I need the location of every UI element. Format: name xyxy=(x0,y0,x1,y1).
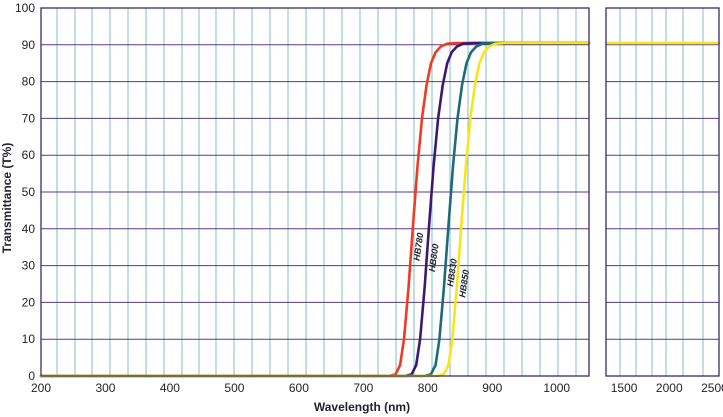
y-tick-label: 30 xyxy=(22,259,36,273)
series-label-hb850: HB850 xyxy=(457,269,471,298)
x-tick-label: 2000 xyxy=(656,381,683,395)
x-tick-label: 200 xyxy=(31,381,51,395)
x-tick-label: 300 xyxy=(95,381,115,395)
tick-labels: 0 10 20 30 40 50 60 70 80 90 100 200 300 400 500 600 700… xyxy=(15,1,723,395)
y-tick-label: 0 xyxy=(28,369,35,383)
x-tick-label: 1000 xyxy=(543,381,570,395)
y-tick-label: 10 xyxy=(22,332,36,346)
x-axis-title: Wavelength (nm) xyxy=(314,400,410,414)
y-tick-label: 70 xyxy=(22,111,36,125)
series-label-hb780: HB780 xyxy=(412,232,426,261)
x-tick-label: 1500 xyxy=(611,381,638,395)
extended-plot-frame xyxy=(605,7,720,377)
x-tick-label: 600 xyxy=(289,381,309,395)
y-tick-label: 100 xyxy=(15,1,35,15)
x-tick-label: 500 xyxy=(224,381,244,395)
grid xyxy=(40,7,720,377)
y-tick-label: 20 xyxy=(22,295,36,309)
series-line-hb830 xyxy=(39,41,591,378)
x-tick-label: 700 xyxy=(353,381,373,395)
y-tick-label: 50 xyxy=(22,185,36,199)
y-tick-label: 80 xyxy=(22,75,36,89)
x-tick-label: 800 xyxy=(418,381,438,395)
series-label-hb800: HB800 xyxy=(427,243,441,272)
y-axis-title: Transmittance (T%) xyxy=(0,143,14,254)
x-tick-label: 2500 xyxy=(701,381,723,395)
series-lines xyxy=(39,41,721,378)
y-tick-label: 90 xyxy=(22,38,36,52)
main-plot-frame xyxy=(40,7,590,377)
series-line-hb780 xyxy=(39,41,591,378)
y-tick-label: 60 xyxy=(22,148,36,162)
series-line-hb800 xyxy=(39,41,591,378)
series-label-hb830: HB830 xyxy=(445,258,459,287)
y-tick-label: 40 xyxy=(22,222,36,236)
x-tick-label: 900 xyxy=(482,381,502,395)
plot-frames xyxy=(40,7,720,377)
x-tick-label: 400 xyxy=(160,381,180,395)
series-line-hb850 xyxy=(39,41,591,378)
